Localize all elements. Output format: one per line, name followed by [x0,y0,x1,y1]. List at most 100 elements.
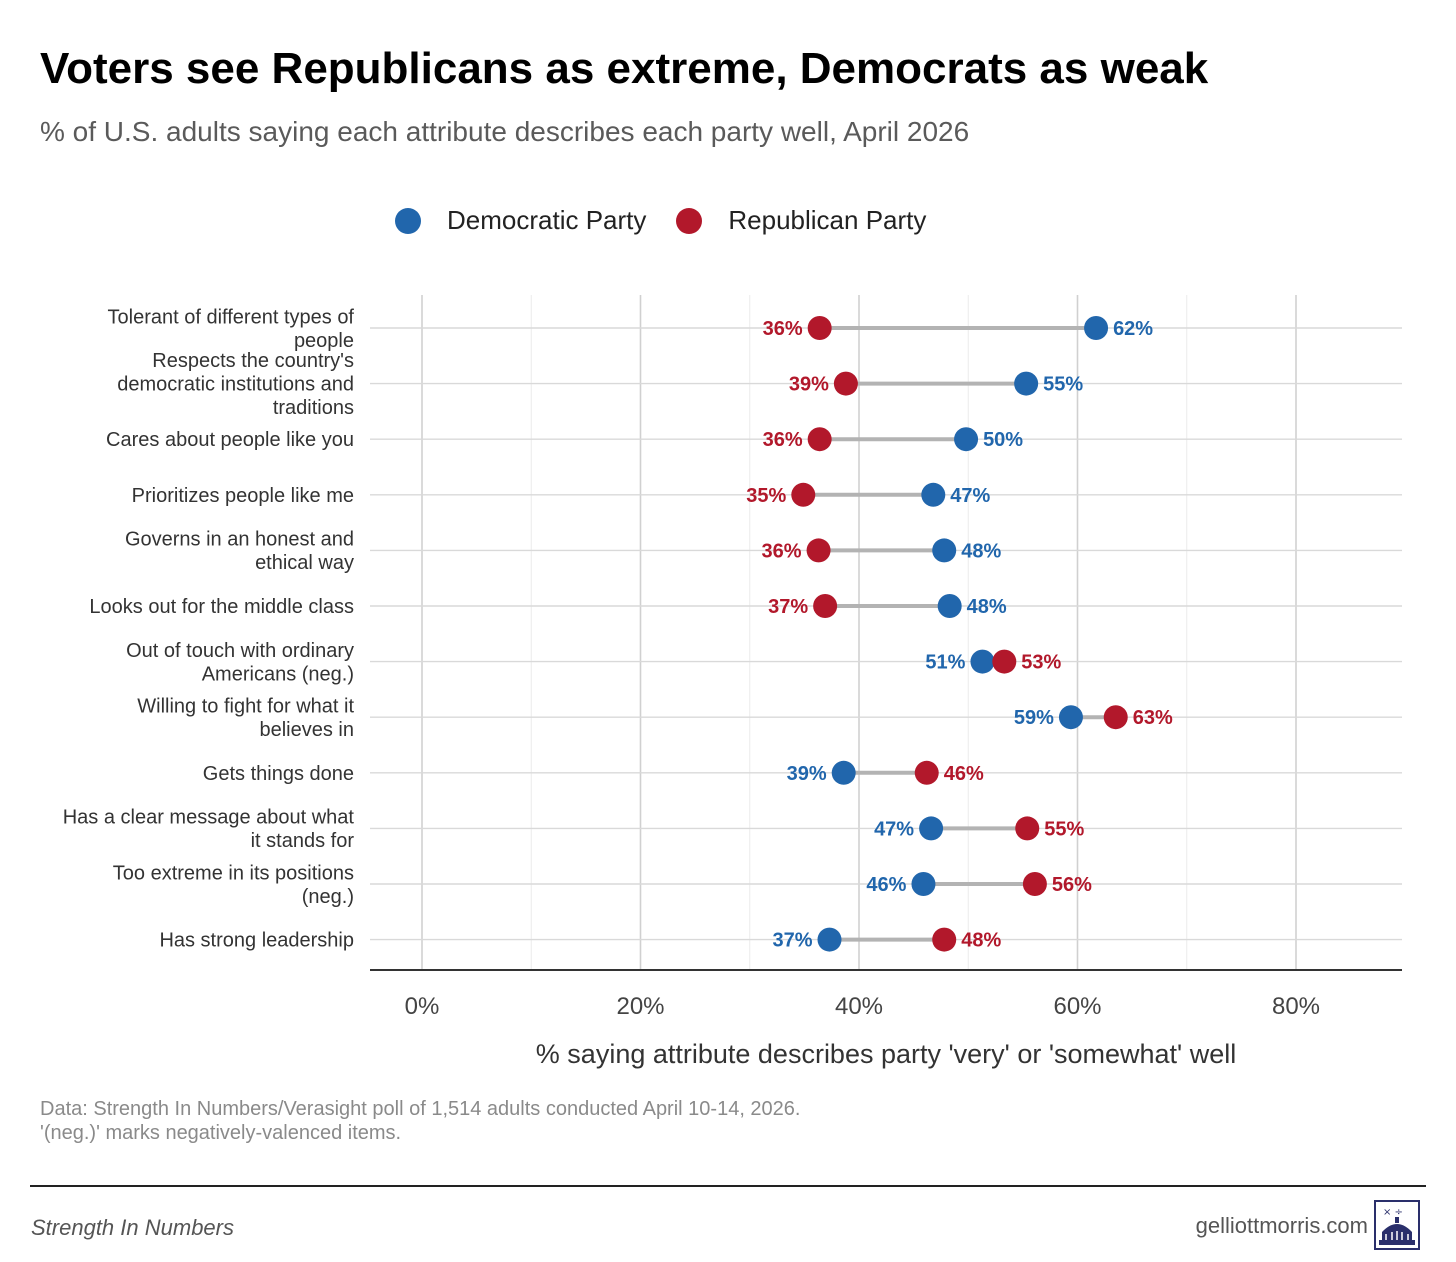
category-label-line: Tolerant of different types of [108,306,355,328]
category-label: Looks out for the middle class [89,596,354,618]
category-label-line: Willing to fight for what it [137,695,354,717]
rep-point [1103,705,1128,730]
footer-divider [30,1185,1426,1187]
category-label-line: Out of touch with ordinary [126,640,354,662]
rep-point [833,371,858,396]
rep-data-label: 35% [746,485,786,507]
legend-dot-republican [676,207,703,234]
rep-point [807,316,832,340]
svg-text:× ÷: × ÷ [1383,1207,1403,1218]
footer-site: gelliottmorris.com [1195,1213,1368,1238]
category-label: Prioritizes people like me [132,485,354,507]
dem-point [1058,705,1083,730]
dem-point [970,649,995,674]
x-tick-label: 40% [835,993,883,1020]
category-label-line: Too extreme in its positions [113,862,354,884]
rep-point [914,760,939,785]
dem-point [1084,316,1109,340]
category-label-line: democratic institutions and [117,374,354,396]
category-label-line: Governs in an honest and [125,529,354,551]
legend-item-democratic: Democratic Party [395,205,646,236]
chart-title: Voters see Republicans as extreme, Democ… [40,44,1209,93]
rep-point [807,427,832,452]
legend-item-republican: Republican Party [676,205,926,236]
x-tick-label: 80% [1272,993,1320,1020]
category-label-line: it stands for [251,830,355,852]
chart-subtitle: % of U.S. adults saying each attribute d… [40,116,970,147]
category-label-line: people [294,330,354,352]
dem-data-label: 47% [874,818,914,840]
x-tick-label: 20% [616,993,664,1020]
dem-data-label: 62% [1113,318,1153,340]
rep-point [806,538,831,563]
category-label: Tolerant of different types of people [108,306,355,352]
dem-data-label: 47% [950,485,990,507]
rep-data-label: 36% [763,318,803,340]
category-label-line: (neg.) [302,886,354,908]
dem-data-label: 48% [967,596,1007,618]
dem-data-label: 48% [961,540,1001,562]
category-label-line: traditions [273,397,354,419]
source-line-1: Data: Strength In Numbers/Verasight poll… [40,1098,801,1120]
dem-point [1014,371,1039,396]
dem-data-label: 39% [787,763,827,785]
category-label: Cares about people like you [106,429,354,451]
dem-point [954,427,979,452]
rep-data-label: 63% [1133,707,1173,729]
rep-data-label: 55% [1044,818,1084,840]
dem-point [937,594,962,618]
legend: Democratic Party Republican Party [395,205,956,236]
category-label-line: Americans (neg.) [202,663,354,685]
category-label: Out of touch with ordinary Americans (neg… [126,640,354,686]
category-label: Respects the country's democratic institu… [117,350,354,419]
rep-point [813,594,838,618]
x-axis-title: % saying attribute describes party 'very… [536,1039,1236,1069]
category-label: Gets things done [203,763,354,785]
category-label: Governs in an honest and ethical way [125,529,354,575]
legend-label-democratic: Democratic Party [447,205,647,235]
dem-data-label: 59% [1014,707,1054,729]
dem-data-label: 55% [1043,374,1083,396]
dem-point [921,482,946,507]
dem-data-label: 46% [866,874,906,896]
rep-point [992,649,1017,674]
category-label-line: Cares about people like you [106,429,354,451]
category-label: Too extreme in its positions (neg.) [113,862,354,908]
rep-data-label: 53% [1021,652,1061,674]
x-tick-label: 60% [1053,993,1101,1020]
category-label-line: Looks out for the middle class [89,596,354,618]
rep-point [1022,872,1047,896]
rep-data-label: 36% [763,429,803,451]
rep-data-label: 56% [1052,874,1092,896]
rep-point [1015,816,1040,841]
legend-label-republican: Republican Party [728,205,927,235]
category-label-line: ethical way [255,552,354,574]
dem-data-label: 50% [983,429,1023,451]
dem-point [817,927,842,952]
dot-plot-chart: 0% 20% 40% 60% 80% % saying attribute describ… [63,295,1402,1069]
legend-dot-democratic [395,207,421,234]
category-label-line: Prioritizes people like me [132,485,354,507]
rep-point [932,927,957,952]
rep-data-label: 37% [768,596,808,618]
rep-point [791,482,816,507]
category-label: Willing to fight for what it believes in [137,695,354,741]
category-label-line: Gets things done [203,763,354,785]
category-label: Has strong leadership [159,930,354,952]
source-line-2: '(neg.)' marks negatively-valenced items… [40,1122,402,1144]
rep-data-label: 36% [762,540,802,562]
rep-data-label: 39% [789,374,829,396]
dem-point [919,816,944,841]
x-tick-label: 0% [405,993,440,1020]
category-label-line: Has a clear message about what [63,807,355,829]
rep-data-label: 48% [961,930,1001,952]
category-label-line: believes in [259,719,354,741]
dem-data-label: 37% [772,930,812,952]
rep-data-label: 46% [944,763,984,785]
category-label-line: Respects the country's [152,350,354,372]
source-note: Data: Strength In Numbers/Verasight poll… [40,1097,800,1145]
dem-point [831,760,856,785]
category-label: Has a clear message about what it stands … [63,807,355,853]
capitol-logo-icon: × ÷ [1374,1200,1420,1250]
dem-point [932,538,957,563]
